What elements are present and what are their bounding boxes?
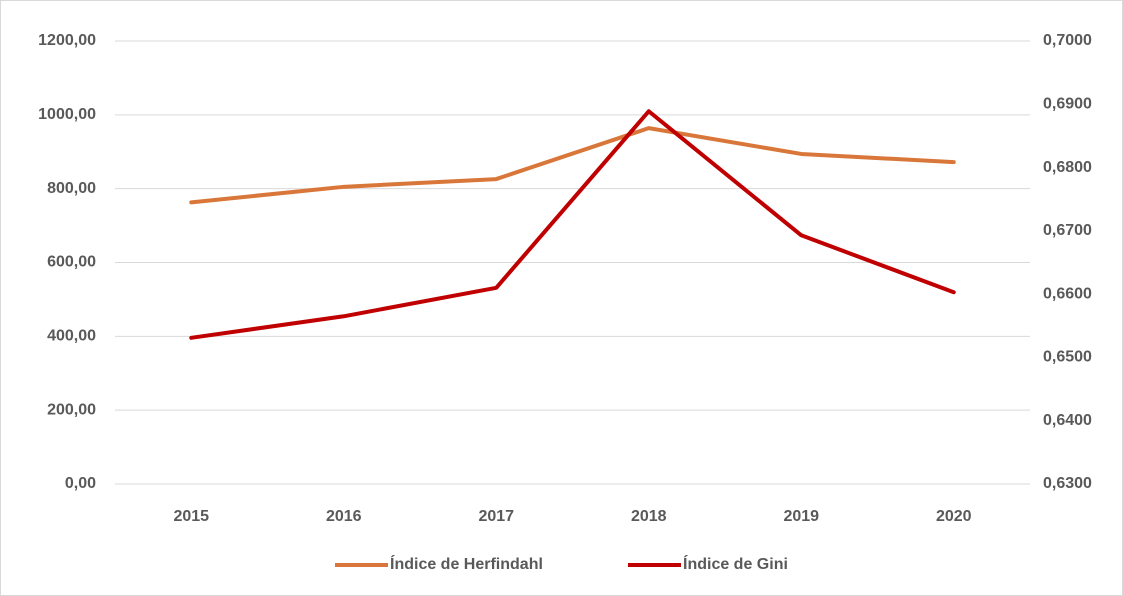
x-tick-label: 2015 (173, 508, 209, 525)
y-tick-label: 1200,00 (38, 32, 96, 49)
x-tick-label: 2017 (478, 508, 514, 525)
legend-label: Índice de Herfindahl (390, 554, 543, 573)
y2-tick-label: 0,6300 (1043, 475, 1092, 492)
y2-tick-label: 0,6900 (1043, 96, 1092, 113)
y-tick-label: 600,00 (47, 254, 96, 271)
y2-tick-label: 0,6800 (1043, 159, 1092, 176)
y-tick-label: 1000,00 (38, 106, 96, 123)
y2-tick-label: 0,7000 (1043, 32, 1092, 49)
x-tick-label: 2016 (326, 508, 362, 525)
x-tick-label: 2019 (783, 508, 819, 525)
legend-label: Índice de Gini (683, 554, 788, 573)
y2-tick-label: 0,6500 (1043, 349, 1092, 366)
y-tick-label: 200,00 (47, 401, 96, 418)
y2-tick-label: 0,6700 (1043, 222, 1092, 239)
series-line (189, 109, 956, 340)
y-tick-label: 0,00 (65, 475, 96, 492)
y-tick-label: 800,00 (47, 180, 96, 197)
series-line (189, 126, 956, 205)
x-tick-label: 2018 (631, 508, 667, 525)
y-tick-label: 400,00 (47, 328, 96, 345)
y2-tick-label: 0,6600 (1043, 285, 1092, 302)
y2-tick-label: 0,6400 (1043, 412, 1092, 429)
x-tick-label: 2020 (936, 508, 972, 525)
